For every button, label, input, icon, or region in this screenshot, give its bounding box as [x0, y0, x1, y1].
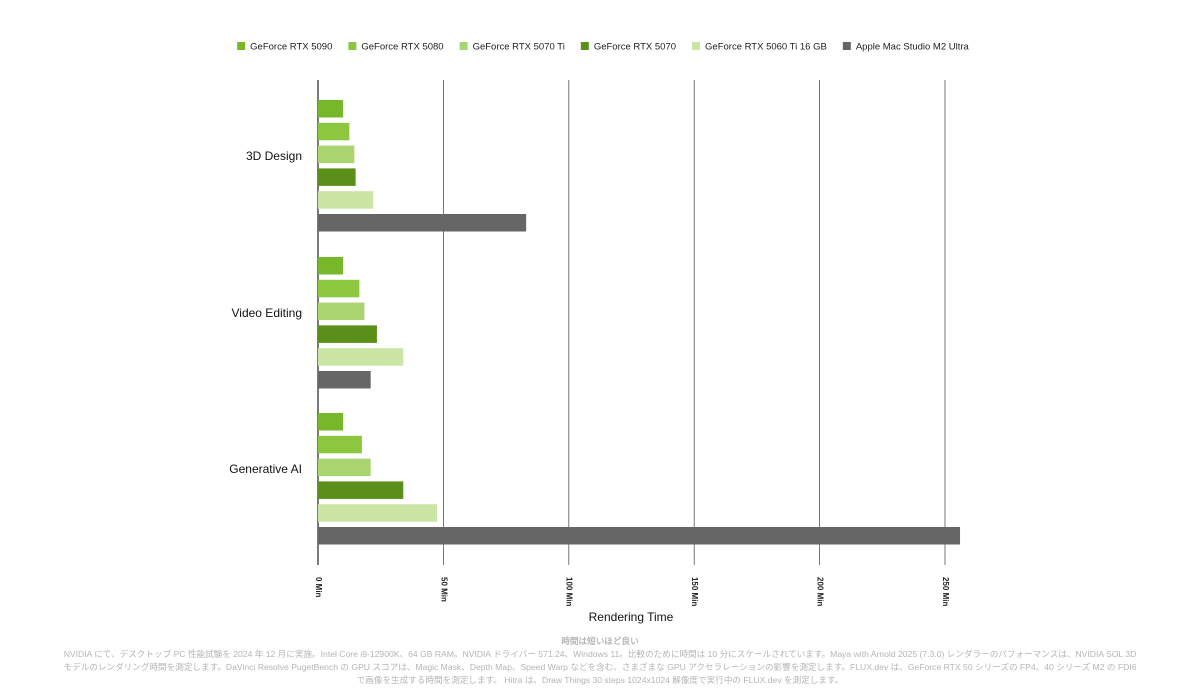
legend-swatch	[692, 42, 701, 50]
x-tick-label: 250 Min	[941, 577, 950, 606]
legend-item: GeForce RTX 5060 Ti 16 GB	[692, 42, 827, 53]
bar-video-editing-0	[318, 257, 344, 275]
category-label: Generative AI	[229, 462, 302, 476]
x-tick-labels: 0 Min 50 Min 100 Min 150 Min 200 Min 250 Min	[314, 577, 950, 606]
bar-3d-design-2	[318, 145, 355, 164]
legend-label: GeForce RTX 5060 Ti 16 GB	[705, 42, 827, 53]
bar-chart: GeForce RTX 5090 GeForce RTX 5080 GeForce …	[229, 42, 970, 625]
x-tick-label: 100 Min	[565, 577, 574, 606]
x-tick-label: 0 Min	[314, 577, 323, 598]
legend-label: GeForce RTX 5070 Ti	[473, 42, 565, 53]
legend-item: GeForce RTX 5070	[580, 42, 676, 53]
bar-3d-design-0	[318, 100, 344, 118]
bar-video-editing-1	[318, 279, 360, 298]
bar-generative-ai-3	[318, 481, 404, 499]
legend-swatch	[459, 42, 468, 50]
legend-item: GeForce RTX 5070 Ti	[459, 42, 565, 53]
category-label: 3D Design	[246, 149, 302, 163]
footnote-title: 時間は短いほど良い	[561, 636, 639, 646]
bars	[318, 100, 961, 545]
gridlines	[317, 80, 946, 565]
bar-generative-ai-1	[318, 435, 362, 454]
bar-3d-design-1	[318, 122, 350, 141]
x-tick-label: 200 Min	[815, 577, 824, 606]
legend-label: GeForce RTX 5080	[361, 42, 443, 53]
legend-label: GeForce RTX 5090	[250, 42, 332, 53]
legend-label: GeForce RTX 5070	[594, 42, 676, 53]
bar-video-editing-4	[318, 348, 404, 366]
bar-3d-design-3	[318, 168, 356, 186]
legend-swatch	[237, 42, 246, 50]
bar-generative-ai-2	[318, 458, 371, 477]
bar-generative-ai-0	[318, 413, 344, 431]
bar-3d-design-5	[318, 214, 527, 232]
bar-generative-ai-5	[318, 527, 961, 545]
x-tick-label: 150 Min	[690, 577, 699, 606]
category-label: Video Editing	[232, 306, 303, 320]
bar-video-editing-2	[318, 302, 365, 321]
bar-video-editing-3	[318, 325, 377, 343]
legend-swatch	[348, 42, 357, 50]
bar-3d-design-4	[318, 191, 374, 209]
chart-legend: GeForce RTX 5090 GeForce RTX 5080 GeForce …	[237, 42, 970, 53]
x-axis-title: Rendering Time	[589, 610, 674, 624]
footnote: 時間は短いほど良い NVIDIA にて、デスクトップ PC 性能試験を 2024…	[60, 635, 1140, 687]
category-labels: 3D Design Video Editing Generative AI	[229, 149, 302, 476]
x-tick-label: 50 Min	[439, 577, 448, 602]
legend-item: GeForce RTX 5090	[237, 42, 332, 53]
legend-swatch	[842, 42, 851, 50]
bar-generative-ai-4	[318, 504, 438, 522]
footnote-body: NVIDIA にて、デスクトップ PC 性能試験を 2024 年 12 月に実施…	[63, 649, 1137, 685]
legend-swatch	[580, 42, 589, 50]
bar-video-editing-5	[318, 371, 371, 389]
legend-item: Apple Mac Studio M2 Ultra	[842, 42, 970, 53]
legend-item: GeForce RTX 5080	[348, 42, 444, 53]
legend-label: Apple Mac Studio M2 Ultra	[856, 42, 970, 53]
